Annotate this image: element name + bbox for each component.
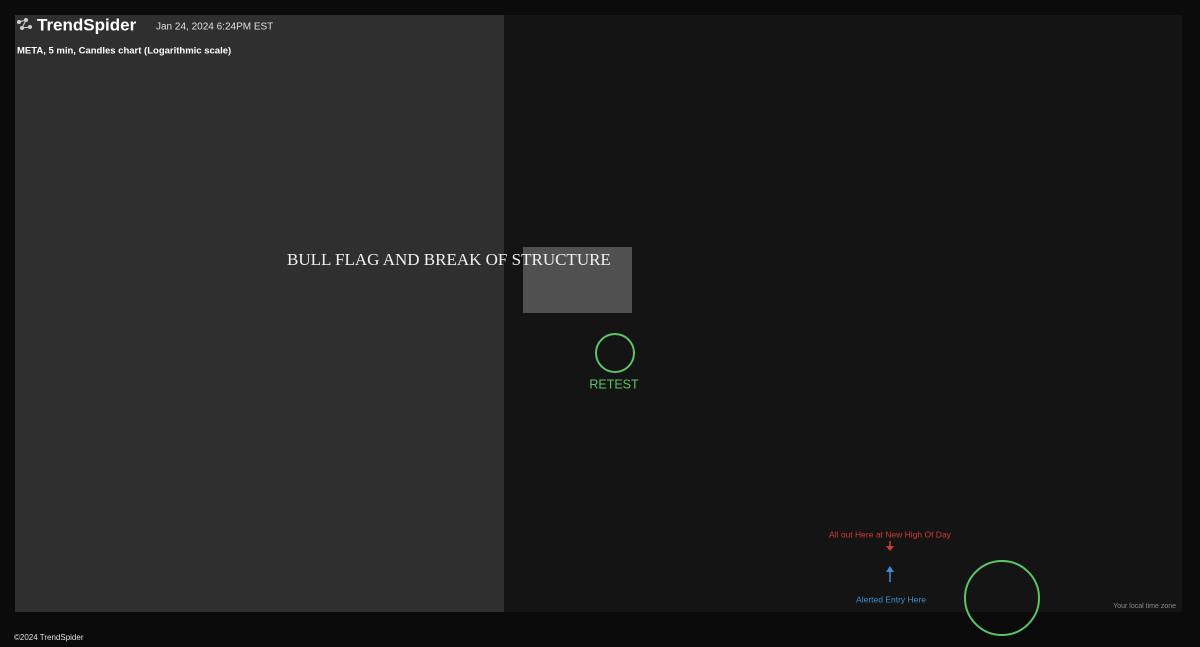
logo-text: TrendSpider xyxy=(37,15,137,34)
premarket-shade xyxy=(15,15,504,612)
chart-title: META, 5 min, Candles chart (Logarithmic … xyxy=(17,46,231,57)
logo xyxy=(17,18,32,30)
exit-arrow-head xyxy=(886,546,894,551)
exit-annotation: All out Here at New High Of Day xyxy=(829,529,952,539)
pattern-annotation: BULL FLAG AND BREAK OF STRUCTURE xyxy=(287,250,611,269)
annotation-layer: BULL FLAG AND BREAK OF STRUCTURE RETEST … xyxy=(287,247,1176,636)
flag-box xyxy=(523,247,632,313)
volume-circle xyxy=(964,560,1040,636)
retest-annotation: RETEST xyxy=(589,377,639,391)
entry-arrow-head xyxy=(886,566,894,572)
timezone-note: Your local time zone xyxy=(1113,603,1176,610)
copyright: ©2024 TrendSpider xyxy=(14,633,84,642)
timestamp: Jan 24, 2024 6:24PM EST xyxy=(156,22,273,33)
retest-circle xyxy=(595,333,635,373)
entry-annotation: Alerted Entry Here xyxy=(856,594,926,604)
